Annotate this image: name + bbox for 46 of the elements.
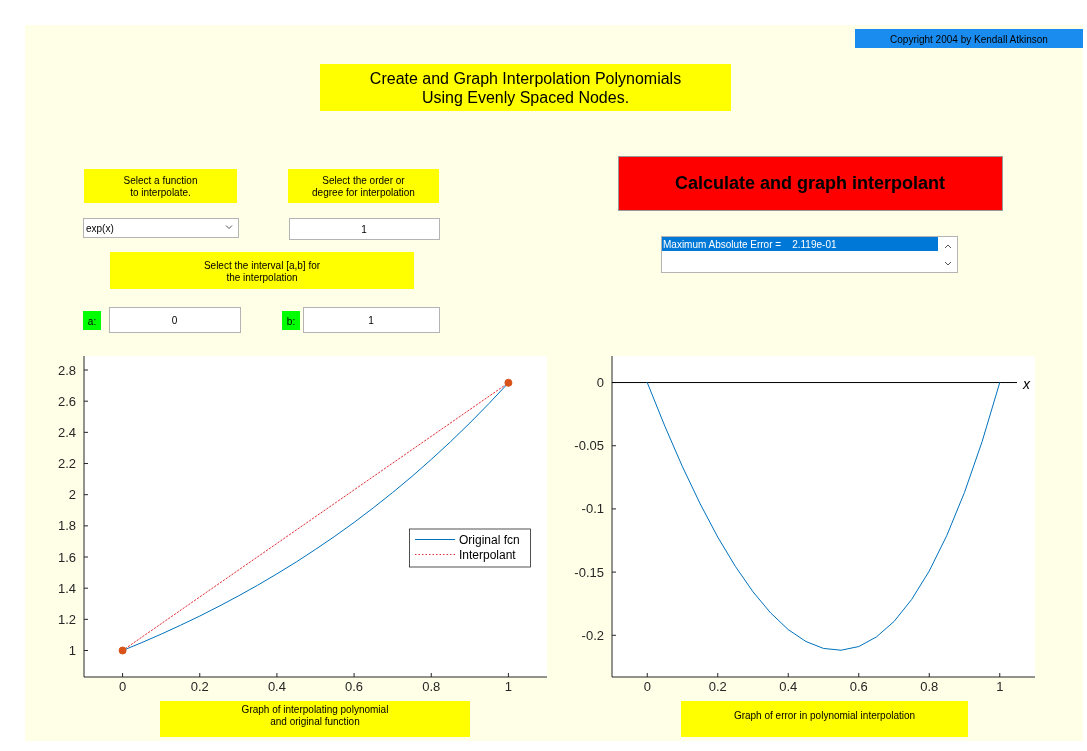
text: Select a function to interpolate. — [123, 174, 198, 198]
text: Calculate and graph interpolant — [674, 173, 946, 193]
x-tick-label: 0.6 — [849, 679, 868, 694]
y-tick-label: 2.4 — [57, 424, 76, 440]
x-tick-label: 0.2 — [190, 679, 209, 694]
text: Select the order or degree for interpolation — [312, 174, 415, 198]
text: exp(x) — [86, 222, 114, 233]
y-tick-label: 1.4 — [57, 580, 76, 596]
y-tick-label: 1.6 — [57, 549, 76, 565]
x-axis-title: Graph of error in polynomial interpolation — [733, 709, 916, 721]
y-tick-label: 2 — [68, 487, 76, 503]
text: Select the interval [a,b] for the interpolation — [203, 259, 321, 282]
text: a: — [87, 315, 97, 326]
y-tick-label: -0.05 — [574, 438, 604, 454]
legend-label: Original fcn — [459, 532, 520, 547]
x-tick-label: 0.4 — [779, 679, 798, 694]
y-tick-label: 2.2 — [57, 456, 76, 472]
text: Maximum Absolute Error = 2.119e-01 — [663, 238, 837, 250]
y-tick-label: -0.2 — [581, 627, 604, 643]
text: Copyright 2004 by Kendall Atkinson — [890, 33, 1048, 44]
y-tick-label: 1.8 — [57, 518, 76, 534]
x-tick-label: 0.8 — [920, 679, 939, 694]
y-tick-label: 1.2 — [57, 611, 76, 627]
x-tick-label: 0.6 — [345, 679, 364, 694]
x-axis-title: Graph of interpolating polynomial and original function — [241, 703, 389, 727]
text: 1 — [361, 223, 368, 234]
x-tick-label: 0.8 — [422, 679, 441, 694]
y-tick-label: -0.15 — [574, 564, 604, 580]
y-tick-label: 1 — [68, 643, 76, 659]
text: Create and Graph Interpolation Polynomials Using Evenly Spaced Nodes. — [369, 69, 682, 106]
text: b: — [286, 315, 296, 326]
text: 1 — [368, 314, 375, 325]
text: 0 — [171, 314, 178, 325]
line-series — [646, 382, 1001, 651]
y-tick-label: 2.8 — [57, 362, 76, 378]
x-tick-label: 0.4 — [267, 679, 286, 694]
x-tick-label: 0 — [118, 679, 127, 694]
y-tick-label: 2.6 — [57, 393, 76, 409]
x-tick-label: 1 — [504, 679, 513, 694]
ref-line-label: x — [1022, 375, 1031, 392]
x-tick-label: 1 — [996, 679, 1004, 694]
x-tick-label: 0.2 — [708, 679, 727, 694]
legend-label: Interpolant — [459, 547, 517, 562]
y-tick-label: -0.1 — [581, 501, 604, 517]
x-tick-label: 0 — [643, 679, 651, 694]
y-tick-label: 0 — [596, 375, 604, 391]
